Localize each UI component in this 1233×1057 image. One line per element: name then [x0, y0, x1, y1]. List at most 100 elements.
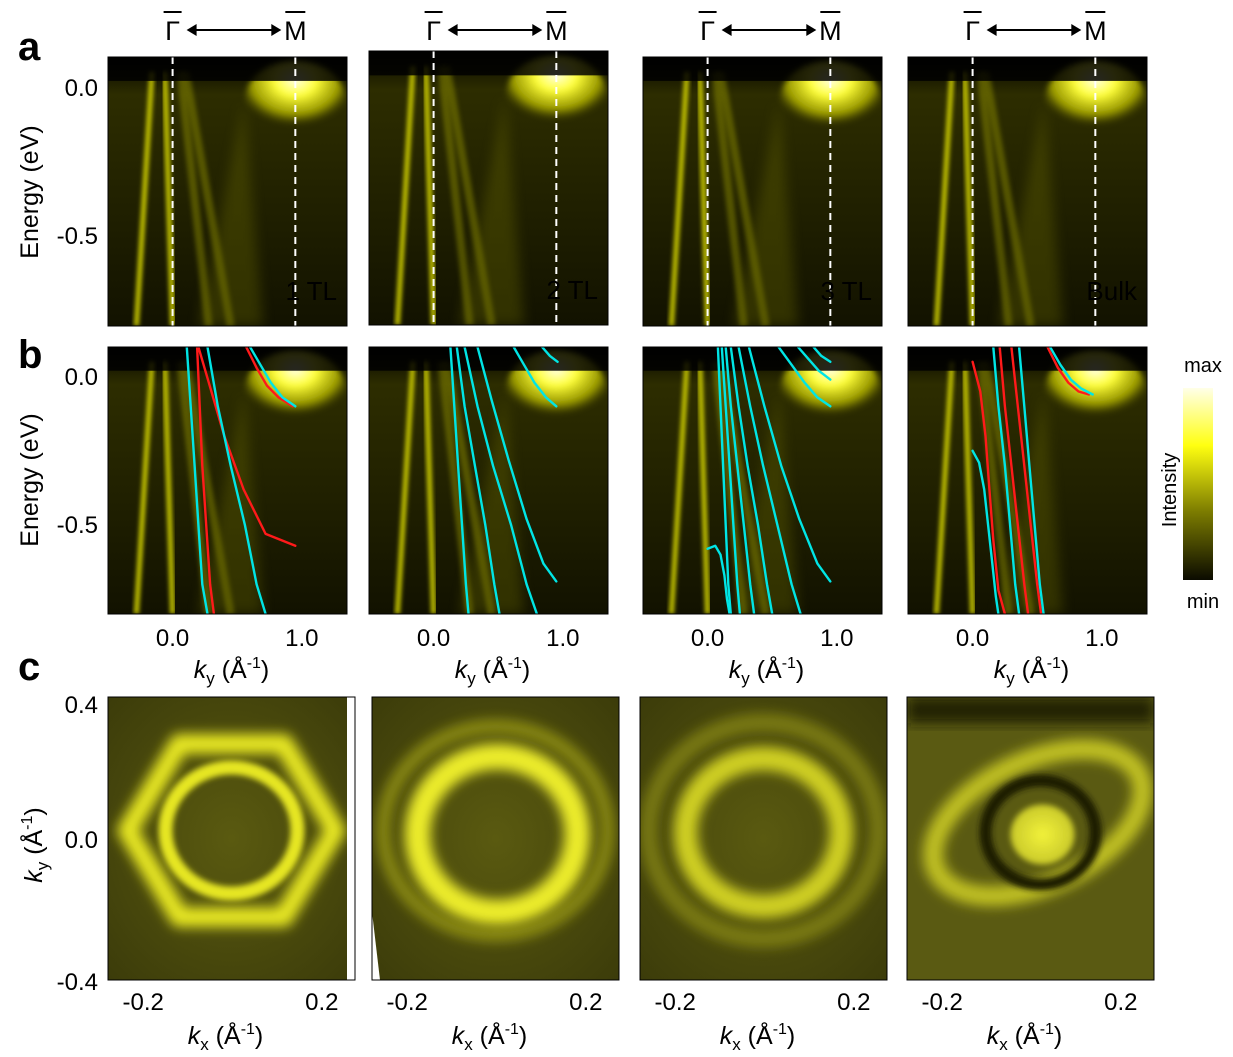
- panel-frame: [907, 346, 1148, 615]
- arrow-head-left: [986, 24, 997, 36]
- arpes-content: [908, 347, 1147, 614]
- ky-axis-part: -1: [782, 655, 796, 672]
- arpes-panel-a-2: [642, 56, 883, 327]
- calc-band-2-2: [724, 347, 756, 614]
- kx-axis-part: ): [1054, 1022, 1062, 1050]
- dark-ring: [979, 774, 1102, 891]
- ky-axis-part: (Å: [476, 654, 508, 684]
- map-content: [907, 697, 1154, 980]
- ky-axis-label-3: ky (Å-1): [994, 654, 1070, 688]
- kx-axis-part: x: [464, 1035, 473, 1054]
- map-content: [108, 697, 355, 980]
- ring-contour: [673, 746, 854, 919]
- arpes-panel-a-1: [368, 50, 609, 326]
- top-dark-band: [907, 697, 1154, 723]
- kx-axis-part: k: [720, 1022, 734, 1050]
- panel-frame: [107, 56, 348, 327]
- kx-axis-part: -1: [1040, 1021, 1054, 1038]
- panel-label-c: c: [18, 645, 40, 689]
- calc-band-3-0: [971, 360, 1007, 614]
- calc-band-3-7: [1048, 347, 1094, 396]
- panel-label-b: b: [18, 333, 42, 377]
- ky-axis-part: ): [522, 656, 530, 684]
- calc-band-3-5: [1017, 347, 1045, 614]
- colorbar-gradient: [1183, 388, 1213, 580]
- calc-band-3-2: [992, 347, 1021, 614]
- kx-axis-label-3: kx (Å-1): [987, 1020, 1063, 1054]
- above-fermi: [369, 51, 608, 76]
- arpes-panel-b-2: [642, 346, 883, 615]
- arpes-content: [908, 57, 1147, 326]
- cone-glow: [733, 391, 799, 614]
- calc-band-1-4: [512, 347, 558, 408]
- ky-map-axis-exp: -1: [19, 815, 36, 829]
- band-intensity: [711, 71, 748, 326]
- arrow-head-right: [532, 24, 543, 36]
- ky-axis-part: y: [206, 669, 215, 688]
- panel-frame: [107, 346, 348, 615]
- cone-glow: [459, 96, 525, 325]
- calc-band-1-1: [455, 347, 501, 614]
- energy-tick-a-0: 0.0: [65, 75, 98, 102]
- ky-axis-part: (Å: [1015, 654, 1047, 684]
- ky-tick-3-1: 1.0: [1085, 625, 1118, 652]
- ky-map-axis-symbol: k: [20, 869, 48, 883]
- band-intensity: [962, 71, 976, 326]
- panel-frame: [371, 696, 620, 981]
- arrow-head-left: [721, 24, 732, 36]
- map-edge-mask: [372, 912, 380, 980]
- ky-axis-label-2: ky (Å-1): [729, 654, 805, 688]
- ky-axis-part: k: [194, 656, 208, 684]
- calc-band-0-5: [248, 347, 297, 408]
- kx-axis-part: k: [188, 1022, 202, 1050]
- panel-frame: [368, 346, 609, 615]
- kx-axis-part: ): [519, 1022, 527, 1050]
- kx-axis-part: (Å: [1008, 1020, 1040, 1050]
- map-content: [372, 697, 619, 980]
- above-fermi: [643, 57, 882, 81]
- sample-label-3: Bulk: [1086, 276, 1138, 306]
- panel-frame: [906, 696, 1155, 981]
- m-label: M: [545, 16, 568, 46]
- m-label: M: [1084, 16, 1107, 46]
- above-fermi: [108, 347, 347, 371]
- calc-band-1-3: [476, 347, 558, 583]
- ky-axis-part: ): [261, 656, 269, 684]
- fermi-map-3: [906, 696, 1155, 981]
- arrow-head-right: [271, 24, 282, 36]
- band-intensity: [423, 361, 437, 614]
- above-fermi: [108, 57, 347, 81]
- calc-band-3-1: [971, 449, 1000, 614]
- kx-axis-part: x: [200, 1035, 209, 1054]
- arrow-head-right: [1071, 24, 1082, 36]
- energy-tick-b-1: -0.5: [57, 512, 98, 539]
- calc-band-2-4: [737, 347, 802, 614]
- kx-tick-3-0: -0.2: [921, 989, 962, 1016]
- band-intensity: [933, 71, 955, 326]
- band-intensity: [176, 361, 213, 614]
- above-fermi: [908, 347, 1147, 371]
- calc-band-1-2: [463, 347, 539, 614]
- calc-band-2-0: [716, 347, 732, 614]
- above-fermi: [908, 57, 1147, 81]
- calc-band-1-5: [540, 347, 559, 363]
- kx-axis-part: x: [732, 1035, 741, 1054]
- arpes-content: [643, 347, 882, 614]
- gamma-label: Γ: [700, 16, 715, 46]
- kx-axis-part: x: [999, 1035, 1008, 1054]
- ky-axis-part: -1: [247, 655, 261, 672]
- band-intensity: [133, 361, 155, 614]
- arpes-panel-b-3: [907, 346, 1148, 615]
- band-intensity: [668, 361, 690, 614]
- kx-axis-part: (Å: [209, 1020, 241, 1050]
- kx-axis-part: (Å: [473, 1020, 505, 1050]
- kx-tick-1-1: 0.2: [569, 989, 602, 1016]
- ky-tick-2-1: 1.0: [820, 625, 853, 652]
- ky-map-tick-0: 0.4: [65, 692, 98, 719]
- arpes-panel-a-0: [107, 56, 348, 327]
- outer-hexagon-contour: [117, 733, 346, 928]
- kx-tick-0-0: -0.2: [122, 989, 163, 1016]
- map-content: [640, 697, 887, 980]
- band-intensity: [437, 65, 474, 325]
